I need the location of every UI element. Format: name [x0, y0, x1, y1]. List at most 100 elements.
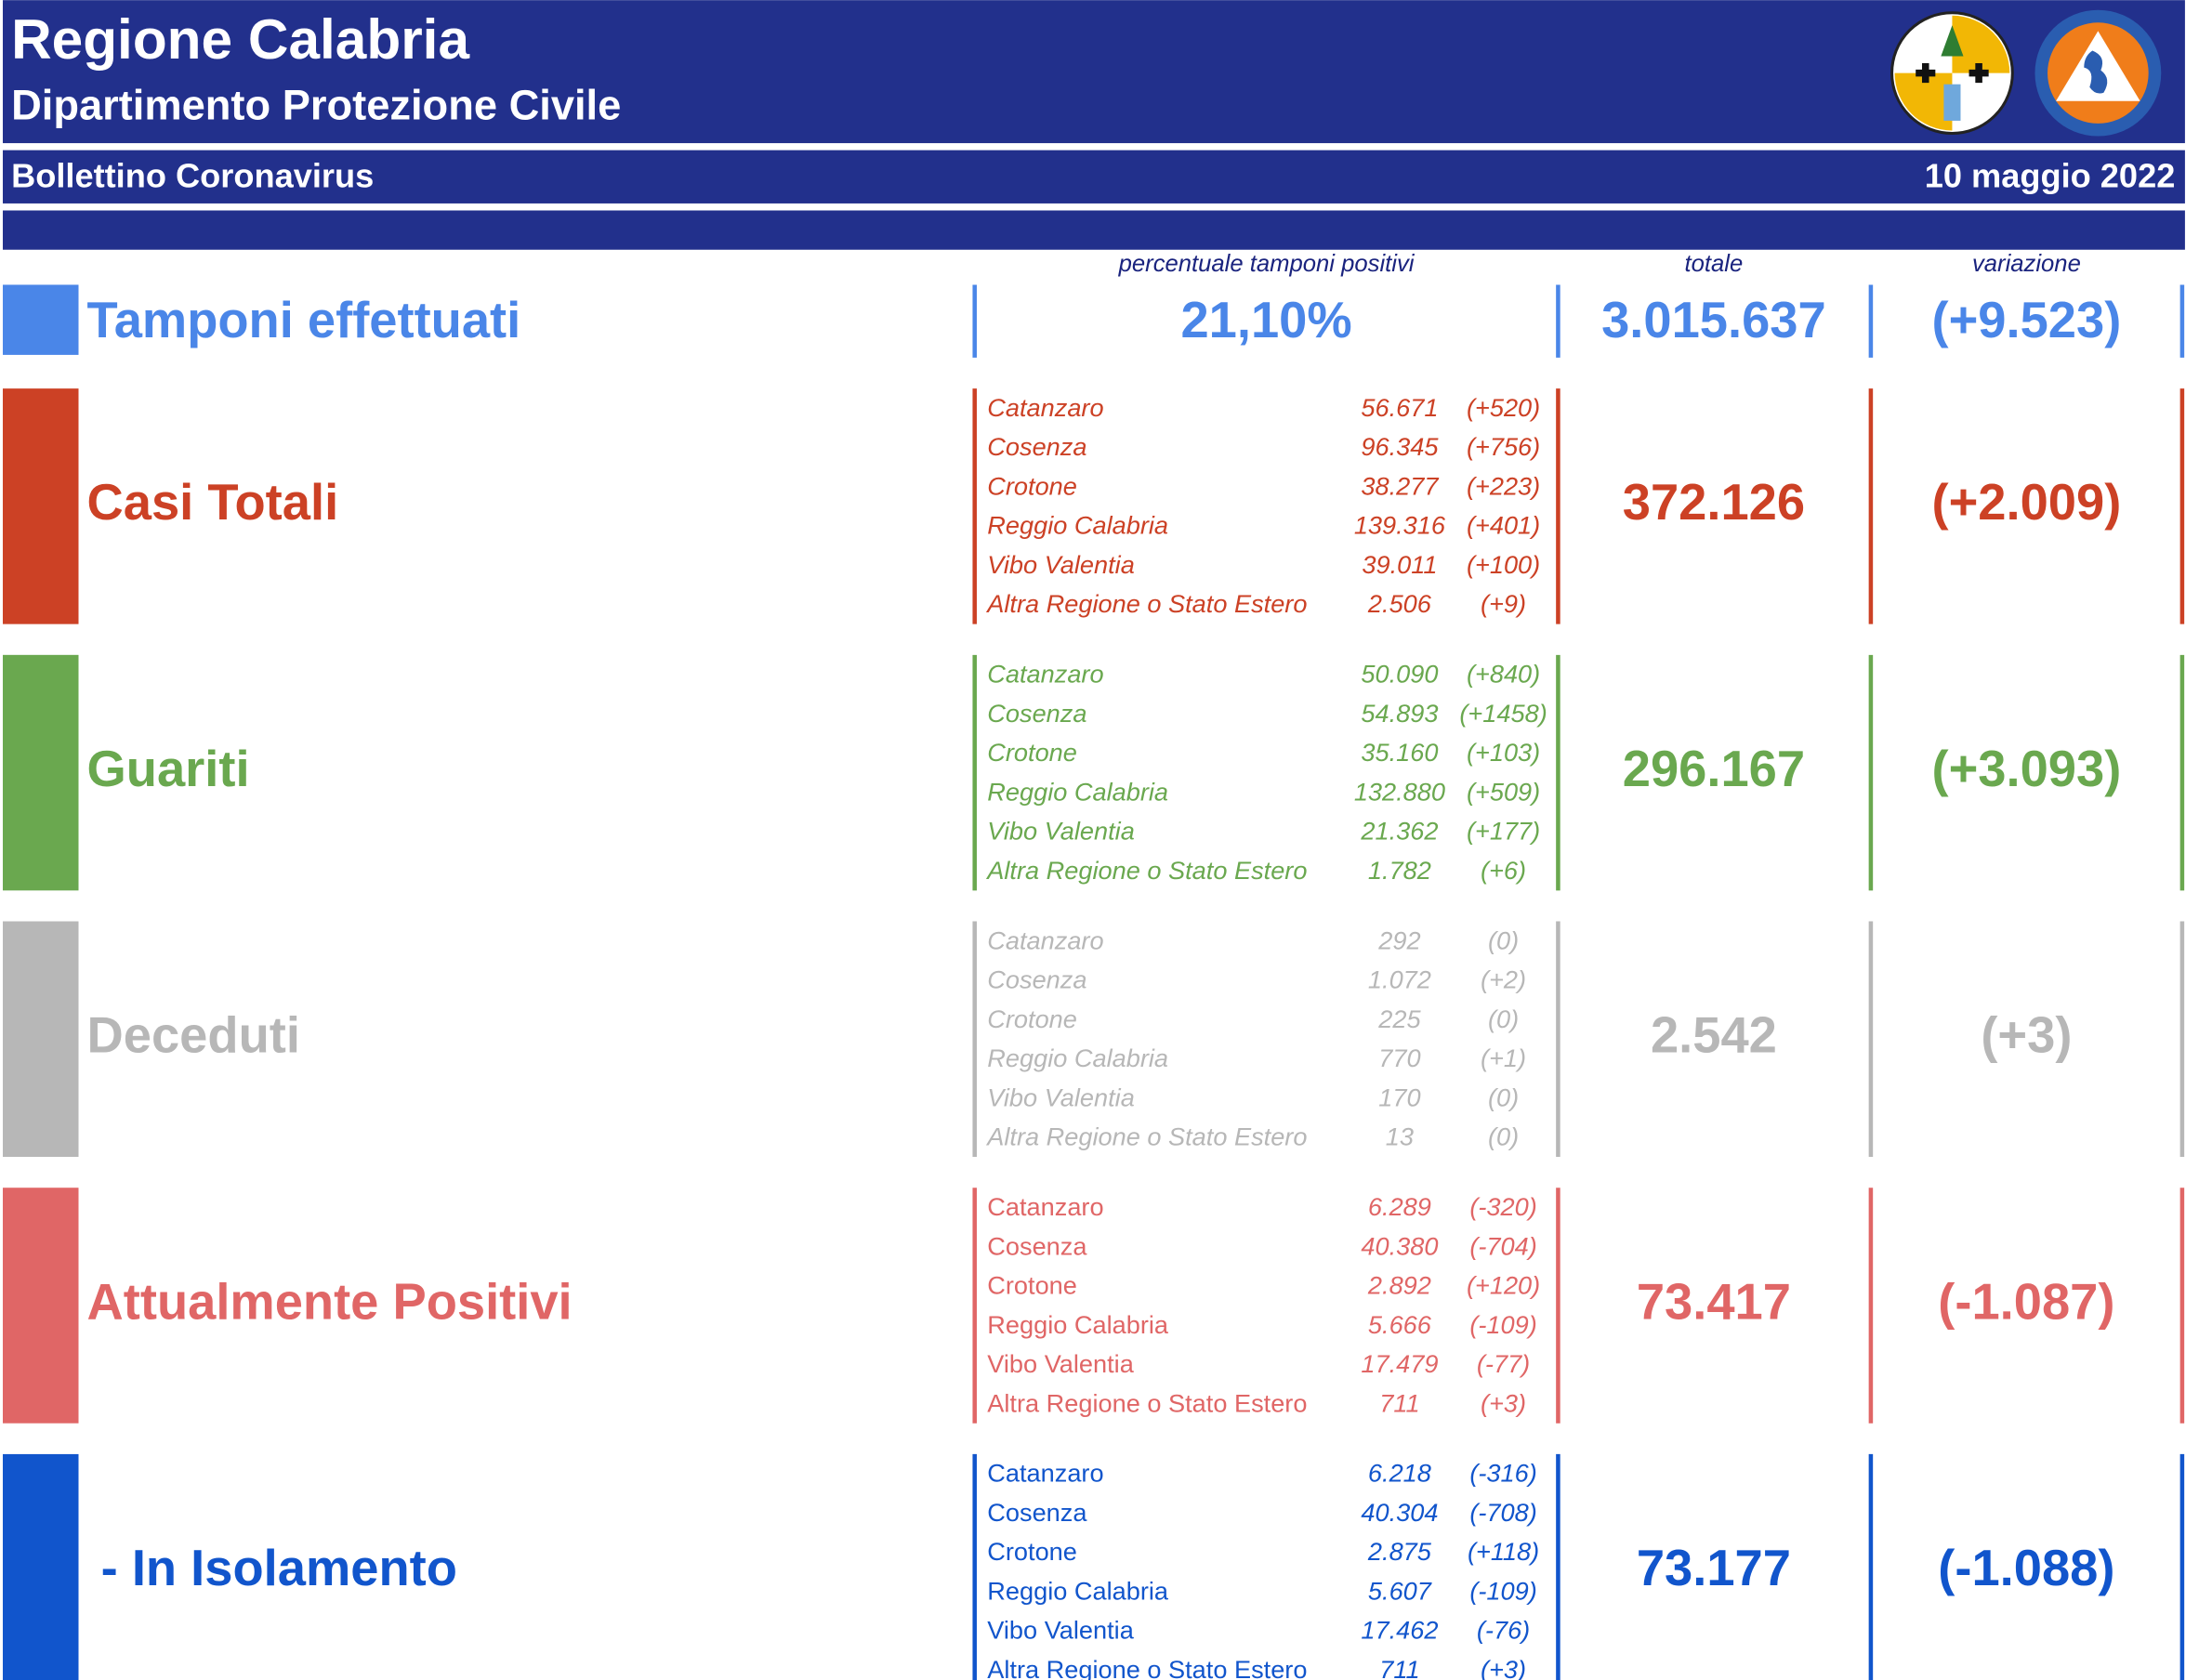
province-name: Cosenza — [987, 1231, 1087, 1260]
color-marker — [3, 654, 79, 891]
province-value: 21.362 — [1360, 817, 1438, 846]
province-name: Vibo Valentia — [987, 817, 1135, 846]
province-name: Crotone — [987, 471, 1077, 500]
province-variation: (+1458) — [1459, 699, 1547, 728]
total-value: 73.177 — [1637, 1540, 1791, 1596]
province-value: 5.666 — [1368, 1310, 1432, 1339]
province-name: Catanzaro — [987, 925, 1103, 954]
province-name: Vibo Valentia — [987, 1349, 1134, 1378]
province-name: Vibo Valentia — [987, 550, 1135, 579]
bulletin-name: Bollettino Coronavirus — [11, 156, 374, 194]
province-variation: (+401) — [1467, 511, 1540, 540]
province-value: 40.380 — [1361, 1231, 1438, 1260]
province-value: 170 — [1378, 1083, 1420, 1111]
province-value: 1.072 — [1368, 965, 1431, 994]
civil-protection-logo — [2034, 9, 2162, 137]
province-variation: (+3) — [1481, 1655, 1526, 1680]
province-name: Altra Regione o Stato Estero — [987, 1388, 1307, 1417]
province-variation: (+756) — [1467, 432, 1540, 461]
province-value: 2.506 — [1367, 589, 1432, 618]
province-variation: (+6) — [1481, 856, 1526, 885]
province-value: 17.462 — [1361, 1616, 1438, 1645]
variation-value: (+3) — [1981, 1007, 2072, 1064]
color-marker — [3, 284, 79, 355]
province-variation: (+3) — [1481, 1388, 1526, 1417]
province-variation: (+2) — [1481, 965, 1526, 994]
province-variation: (0) — [1488, 925, 1519, 954]
province-value: 54.893 — [1361, 699, 1438, 728]
header-strip — [3, 210, 2185, 250]
province-value: 225 — [1377, 1004, 1421, 1033]
province-variation: (-76) — [1477, 1616, 1530, 1645]
province-value: 39.011 — [1362, 550, 1437, 579]
province-value: 50.090 — [1361, 660, 1438, 689]
province-value: 711 — [1379, 1655, 1419, 1680]
province-variation: (+118) — [1468, 1537, 1539, 1566]
province-value: 770 — [1378, 1043, 1420, 1072]
province-value: 5.607 — [1368, 1576, 1432, 1605]
subtitle: Dipartimento Protezione Civile — [11, 81, 621, 128]
province-variation: (+520) — [1467, 393, 1540, 422]
province-name: Altra Regione o Stato Estero — [985, 856, 1307, 885]
province-variation: (-708) — [1469, 1498, 1536, 1527]
province-value: 17.479 — [1361, 1349, 1438, 1378]
province-name: Crotone — [987, 1537, 1077, 1566]
province-value: 13 — [1386, 1122, 1414, 1151]
province-variation: (+100) — [1467, 550, 1540, 579]
color-marker — [3, 921, 79, 1158]
province-variation: (0) — [1488, 1083, 1519, 1111]
province-value: 711 — [1379, 1388, 1419, 1417]
province-variation: (+509) — [1467, 777, 1540, 806]
province-name: Cosenza — [987, 699, 1086, 728]
section-label: Guariti — [87, 741, 250, 797]
province-variation: (-320) — [1469, 1192, 1536, 1221]
province-name: Crotone — [987, 1004, 1077, 1033]
province-name: Vibo Valentia — [987, 1083, 1135, 1111]
province-value: 2.875 — [1367, 1537, 1432, 1566]
province-value: 40.304 — [1361, 1498, 1438, 1527]
province-value: 2.892 — [1367, 1271, 1431, 1300]
variation-value: (+3.093) — [1931, 741, 2121, 797]
province-name: Reggio Calabria — [987, 777, 1168, 806]
total-value: 73.417 — [1637, 1273, 1791, 1330]
province-variation: (+223) — [1467, 471, 1540, 500]
province-name: Reggio Calabria — [987, 1576, 1169, 1605]
variation-value: (-1.088) — [1938, 1540, 2114, 1596]
province-variation: (-704) — [1469, 1231, 1536, 1260]
column-header: percentuale tamponi positivi — [1118, 251, 1416, 277]
province-variation: (+103) — [1467, 738, 1540, 767]
province-variation: (+120) — [1467, 1271, 1540, 1300]
province-name: Catanzaro — [987, 393, 1103, 422]
province-value: 6.289 — [1368, 1192, 1431, 1221]
province-value: 292 — [1377, 925, 1420, 954]
province-name: Cosenza — [987, 432, 1086, 461]
province-name: Reggio Calabria — [987, 1310, 1169, 1339]
variation-value: (-1.087) — [1938, 1273, 2114, 1330]
region-logo — [1890, 11, 2014, 136]
province-variation: (-316) — [1469, 1459, 1536, 1488]
variation-value: (+2.009) — [1931, 474, 2121, 531]
total-value: 3.015.637 — [1601, 292, 1826, 348]
province-name: Reggio Calabria — [987, 1043, 1168, 1072]
province-name: Cosenza — [987, 965, 1086, 994]
province-value: 56.671 — [1361, 393, 1438, 422]
province-name: Altra Regione o Stato Estero — [985, 589, 1307, 618]
province-name: Catanzaro — [987, 1459, 1103, 1488]
province-name: Reggio Calabria — [987, 511, 1168, 540]
total-value: 296.167 — [1623, 741, 1805, 797]
province-value: 1.782 — [1368, 856, 1431, 885]
province-value: 139.316 — [1354, 511, 1446, 540]
title: Regione Calabria — [11, 7, 469, 71]
province-variation: (0) — [1488, 1004, 1519, 1033]
color-marker — [3, 1453, 79, 1680]
date: 10 maggio 2022 — [1925, 156, 2176, 194]
province-value: 38.277 — [1361, 471, 1439, 500]
province-name: Altra Regione o Stato Estero — [987, 1655, 1307, 1680]
section-label: Casi Totali — [87, 474, 339, 531]
row-label: Tamponi effettuati — [87, 292, 521, 348]
color-marker — [3, 388, 79, 624]
province-variation: (+840) — [1467, 660, 1540, 689]
subheader-band — [3, 150, 2185, 203]
column-header: variazione — [1972, 251, 2081, 277]
